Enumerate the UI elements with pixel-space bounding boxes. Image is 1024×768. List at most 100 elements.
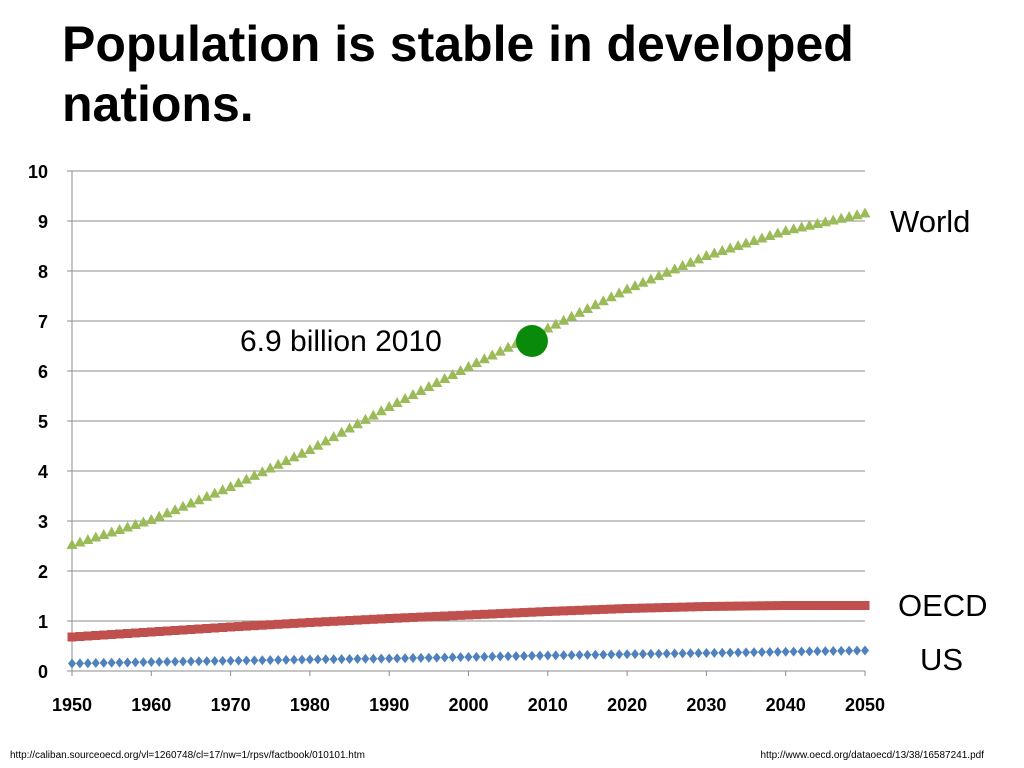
data-point (653, 270, 665, 281)
data-point (623, 649, 632, 660)
data-point (757, 601, 767, 611)
x-tick-label: 1990 (369, 695, 409, 715)
x-tick-label: 2020 (607, 695, 647, 715)
data-point (464, 652, 473, 662)
data-point (424, 652, 433, 663)
y-tick-label: 6 (38, 362, 48, 382)
data-point (123, 657, 132, 668)
data-point (812, 601, 822, 610)
data-point (637, 276, 649, 287)
data-point (99, 630, 109, 640)
data-point (851, 209, 863, 220)
data-point (241, 621, 251, 631)
data-point (337, 654, 346, 665)
data-point (741, 601, 751, 611)
data-point (478, 353, 490, 364)
data-point (662, 648, 671, 659)
data-point (345, 616, 355, 625)
data-point (567, 606, 577, 616)
data-point (179, 656, 188, 667)
data-point (297, 654, 306, 665)
data-point (551, 606, 561, 616)
x-tick-label: 2050 (845, 695, 885, 715)
data-point (677, 260, 689, 271)
x-tick-label: 1970 (211, 695, 251, 715)
data-point (861, 645, 869, 656)
data-point (321, 617, 331, 627)
data-point (621, 283, 633, 294)
data-point (351, 418, 363, 429)
data-point (494, 345, 506, 356)
data-point (788, 223, 800, 234)
data-point (377, 653, 386, 664)
data-point (115, 657, 124, 668)
data-point (130, 628, 140, 638)
data-point (710, 647, 719, 658)
source-link-right[interactable]: http://www.oecd.org/dataoecd/13/38/16587… (760, 750, 984, 761)
y-tick-label: 3 (38, 512, 48, 532)
data-point (266, 655, 275, 666)
data-point (218, 655, 227, 666)
data-point (550, 318, 562, 329)
data-point (147, 657, 156, 667)
data-point (614, 604, 624, 614)
x-tick-label: 2000 (448, 695, 488, 715)
data-point (852, 601, 862, 610)
data-point (662, 603, 672, 612)
data-point (146, 627, 156, 637)
data-point (67, 632, 77, 642)
data-point (765, 601, 775, 611)
data-point (558, 314, 570, 325)
data-point (456, 652, 465, 663)
data-point (749, 647, 758, 658)
data-point (249, 621, 259, 631)
data-point (504, 651, 513, 662)
data-point (328, 431, 340, 442)
data-point (598, 604, 608, 614)
data-point (138, 628, 148, 637)
data-point (646, 648, 655, 659)
data-point (217, 484, 229, 495)
data-point (654, 603, 664, 613)
y-tick-label: 5 (38, 412, 48, 432)
data-point (638, 649, 647, 659)
data-point (709, 601, 719, 611)
data-point (789, 646, 798, 657)
data-point (796, 221, 808, 232)
data-point (226, 655, 235, 666)
data-point (170, 626, 180, 635)
data-point (797, 646, 806, 657)
y-tick-label: 4 (38, 462, 48, 482)
data-point (805, 646, 814, 657)
data-point (470, 357, 482, 368)
data-point (574, 306, 586, 317)
data-point (575, 650, 584, 660)
data-point (361, 653, 370, 664)
data-point (161, 507, 173, 518)
data-point (178, 625, 188, 635)
data-point (218, 623, 228, 632)
data-point (273, 619, 283, 629)
data-point (440, 611, 450, 621)
data-point (479, 609, 489, 619)
data-point (186, 656, 195, 667)
data-point (194, 624, 204, 634)
data-point (296, 447, 308, 458)
data-point (154, 627, 164, 636)
data-point (685, 256, 697, 267)
oecd-label: OECD (898, 588, 988, 623)
data-point (384, 614, 394, 623)
data-point (234, 655, 243, 666)
source-link-left[interactable]: http://caliban.sourceoecd.org/vl=1260748… (10, 750, 365, 761)
data-point (527, 650, 536, 661)
y-tick-label: 7 (38, 312, 48, 332)
data-point (859, 207, 871, 218)
data-point (344, 422, 356, 433)
y-tick-label: 0 (38, 662, 48, 682)
data-point (264, 462, 276, 473)
data-point (804, 601, 814, 610)
data-point (615, 649, 624, 660)
world-label: World (890, 204, 971, 239)
data-point (559, 650, 568, 661)
